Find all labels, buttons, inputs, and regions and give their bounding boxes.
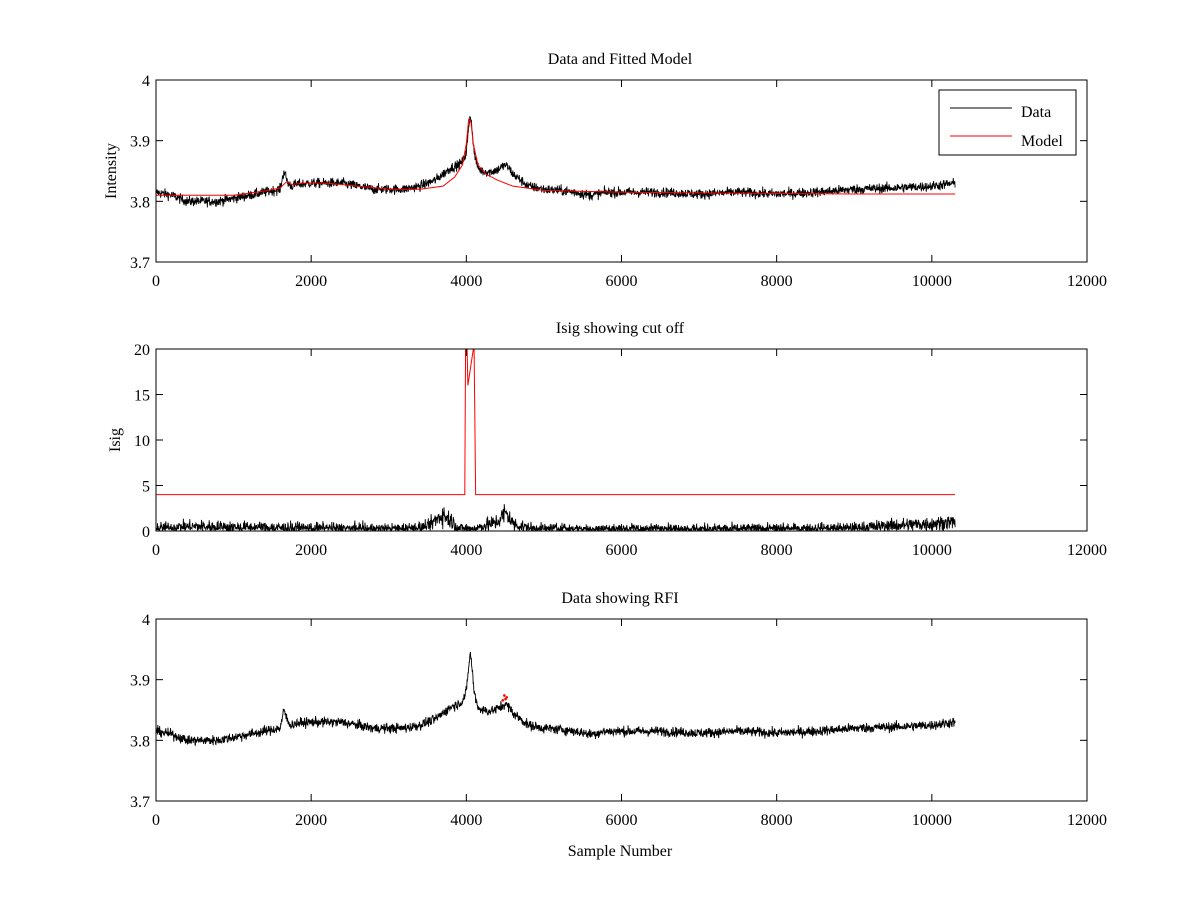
panel-3-ytick-label: 3.9 (130, 673, 150, 690)
panel-1-plot-area: 0 2000 4000 6000 8000 10000 12000 3.7 3.8 3.9 4 (130, 73, 1107, 290)
panel-1-xtick-label: 8000 (761, 273, 793, 290)
panel-3-series-group (156, 651, 956, 747)
panel-2-ytick-label: 20 (134, 342, 150, 359)
panel-2-ytick-label: 0 (142, 524, 150, 541)
panel-3-plot-area: 0 2000 4000 6000 8000 10000 12000 3.7 3.8 3.9 4 (130, 612, 1107, 829)
panel-3-xtick-label: 10000 (912, 812, 952, 829)
panel-2-xtick-label: 2000 (295, 542, 327, 559)
panel-3-series-data-line (156, 651, 956, 747)
panel-1-ytick-label: 3.9 (130, 134, 150, 151)
panel-1-series-model-line (156, 118, 956, 196)
legend-model-label: Model (1021, 133, 1063, 150)
panel-1-ytick-label: 3.7 (130, 255, 150, 272)
panel-2-xtick-label: 6000 (606, 542, 638, 559)
panel-2-xtick-label: 4000 (450, 542, 482, 559)
panel-data-and-model: Data and Fitted Model Intensity 0 2000 400… (103, 51, 1107, 290)
x-axis-label: Sample Number (568, 843, 673, 860)
panel-3-xtick-label: 0 (152, 812, 160, 829)
panel-3-series-rfi-point (501, 698, 505, 702)
panel-3-xtick-label: 8000 (761, 812, 793, 829)
legend: Data Model (938, 89, 1077, 156)
panel-1-xtick-label: 10000 (912, 273, 952, 290)
panel-1-ylabel: Intensity (103, 143, 120, 199)
panel-2-plot-area: 0 2000 4000 6000 8000 10000 12000 0 5 10 15 20 (134, 342, 1107, 559)
panel-3-ytick-label: 3.8 (130, 733, 150, 750)
panel-data-rfi: Data showing RFI 0 2000 4000 6000 8000 10000 1… (130, 590, 1107, 860)
legend-data-label: Data (1021, 104, 1051, 121)
panel-2-ylabel: Isig (107, 428, 124, 452)
panel-1-xtick-label: 2000 (295, 273, 327, 290)
panel-2-xtick-label: 10000 (912, 542, 952, 559)
panel-2-ytick-label: 10 (134, 433, 150, 450)
panel-1-xtick-label: 6000 (606, 273, 638, 290)
panel-3-series-rfi-point (505, 695, 508, 699)
panel-2-xtick-label: 8000 (761, 542, 793, 559)
panel-3-series-rfi-point (503, 694, 506, 697)
panel-2-ytick-label: 5 (142, 479, 150, 496)
panel-isig: Isig showing cut off Isig 0 2000 4000 6000 8… (107, 320, 1107, 559)
panel-1-title: Data and Fitted Model (548, 51, 693, 68)
panel-3-xtick-label: 12000 (1067, 812, 1107, 829)
panel-2-xtick-label: 0 (152, 542, 160, 559)
panel-3-xtick-label: 6000 (606, 812, 638, 829)
panel-3-xtick-label: 2000 (295, 812, 327, 829)
panel-3-xtick-label: 4000 (450, 812, 482, 829)
panel-3-ytick-label: 4 (142, 612, 150, 629)
panel-3-title: Data showing RFI (561, 590, 678, 607)
panel-2-ytick-label: 15 (134, 388, 150, 405)
panel-1-xtick-label: 12000 (1067, 273, 1107, 290)
panel-1-xtick-label: 0 (152, 273, 160, 290)
panel-3-ytick-label: 3.7 (130, 794, 150, 811)
panel-2-xtick-label: 12000 (1067, 542, 1107, 559)
panel-2-title: Isig showing cut off (556, 320, 685, 337)
panel-1-ytick-label: 4 (142, 73, 150, 90)
legend-box (938, 89, 1077, 156)
panel-1-xtick-label: 4000 (450, 273, 482, 290)
panel-1-ytick-label: 3.8 (130, 194, 150, 211)
panel-1-series-group (156, 115, 956, 208)
panel-2-series-cut-off-line (156, 349, 956, 496)
